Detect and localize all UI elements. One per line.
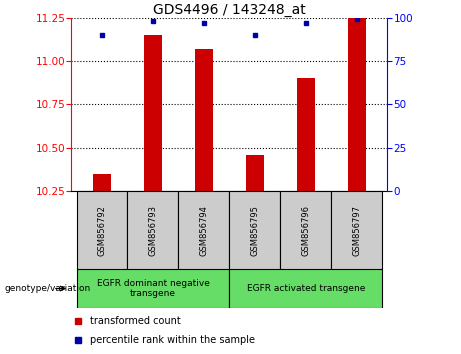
Title: GDS4496 / 143248_at: GDS4496 / 143248_at <box>153 3 306 17</box>
Text: GSM856795: GSM856795 <box>250 205 260 256</box>
Text: GSM856793: GSM856793 <box>148 205 158 256</box>
Text: GSM856792: GSM856792 <box>98 205 106 256</box>
Text: GSM856796: GSM856796 <box>301 205 310 256</box>
Bar <box>144 35 162 191</box>
Text: GSM856797: GSM856797 <box>352 205 361 256</box>
Text: GSM856794: GSM856794 <box>199 205 208 256</box>
Bar <box>246 155 264 191</box>
Bar <box>195 49 213 191</box>
Bar <box>348 18 366 191</box>
Text: genotype/variation: genotype/variation <box>5 284 91 293</box>
Bar <box>280 191 331 269</box>
Bar <box>77 191 128 269</box>
Text: percentile rank within the sample: percentile rank within the sample <box>90 335 255 345</box>
Text: EGFR dominant negative
transgene: EGFR dominant negative transgene <box>96 279 209 298</box>
Bar <box>229 191 280 269</box>
Bar <box>331 191 382 269</box>
Text: EGFR activated transgene: EGFR activated transgene <box>247 284 365 293</box>
Bar <box>178 191 229 269</box>
Bar <box>93 174 111 191</box>
Bar <box>229 269 382 308</box>
Bar <box>297 79 315 191</box>
Text: transformed count: transformed count <box>90 316 181 326</box>
Bar <box>77 269 229 308</box>
Bar <box>128 191 178 269</box>
